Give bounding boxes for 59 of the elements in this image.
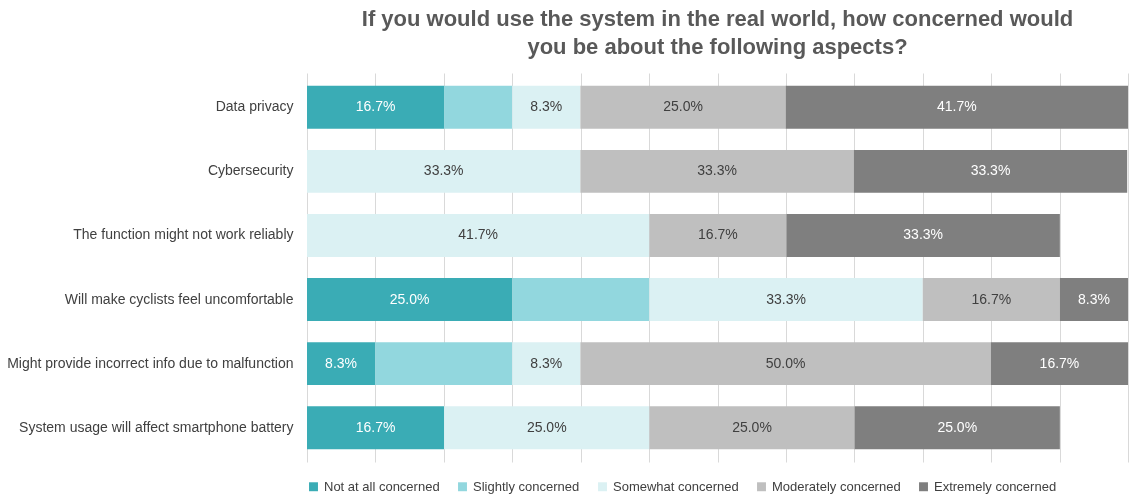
- bar: [786, 213, 1060, 257]
- bar: [512, 278, 650, 322]
- bar: [307, 342, 376, 386]
- data-label: 16.7%: [698, 226, 738, 243]
- bar: [1059, 278, 1128, 322]
- y-tick-label: Cybersecurity: [207, 162, 294, 179]
- bar: [512, 85, 581, 129]
- chart-title: If you would use the system in the real world, how concerned would you be about the following aspects?: [361, 6, 1074, 59]
- legend-label: Not at all concerned: [324, 478, 440, 494]
- legend-label: Moderately concerned: [772, 478, 901, 494]
- bar: [649, 278, 923, 322]
- data-label: 33.3%: [766, 290, 806, 307]
- data-label: 25.0%: [732, 418, 772, 435]
- bar: [307, 85, 445, 129]
- data-label: 8.3%: [530, 354, 563, 371]
- bar: [853, 149, 1128, 193]
- legend-label: Extremely concerned: [934, 478, 1057, 494]
- y-tick-label: Data privacy: [215, 98, 294, 115]
- bar: [307, 406, 445, 450]
- bar: [444, 406, 650, 450]
- data-label: 33.3%: [903, 226, 944, 243]
- y-tick-label: Will make cyclists feel uncomfortable: [64, 290, 294, 307]
- data-label: 33.3%: [697, 162, 737, 179]
- y-tick-label: System usage will affect smartphone battery: [19, 418, 294, 435]
- legend-label: Somewhat concerned: [613, 478, 739, 494]
- legend-label: Slightly concerned: [473, 478, 580, 494]
- data-label: 16.7%: [971, 290, 1012, 307]
- bar: [307, 213, 650, 257]
- bar: [785, 85, 1128, 129]
- bar: [307, 278, 513, 322]
- data-label: 8.3%: [530, 98, 563, 115]
- bar: [649, 406, 855, 450]
- data-label: 41.7%: [936, 98, 977, 115]
- data-label: 8.3%: [1077, 290, 1110, 307]
- data-label: 16.7%: [355, 98, 396, 115]
- data-label: 25.0%: [663, 98, 703, 115]
- data-label: 33.3%: [970, 162, 1011, 179]
- data-label: 16.7%: [355, 418, 396, 435]
- data-label: 50.0%: [765, 354, 806, 371]
- data-label: 41.7%: [458, 226, 499, 243]
- bar: [990, 342, 1128, 386]
- bar: [375, 342, 513, 386]
- data-label: 25.0%: [526, 418, 567, 435]
- y-tick-label: The function might not work reliably: [73, 226, 294, 243]
- data-label: 8.3%: [325, 354, 358, 371]
- bar: [580, 85, 786, 129]
- data-label: 33.3%: [423, 162, 464, 179]
- bar: [649, 213, 787, 257]
- bar: [922, 278, 1060, 322]
- data-label: 25.0%: [389, 290, 430, 307]
- bar: [854, 406, 1060, 450]
- bar: [307, 149, 581, 193]
- bar: [580, 149, 854, 193]
- data-label: 16.7%: [1039, 354, 1080, 371]
- bar: [580, 342, 991, 386]
- bar: [512, 342, 581, 386]
- data-label: 25.0%: [937, 418, 978, 435]
- bar: [444, 85, 513, 129]
- y-tick-label: Might provide incorrect info due to malfunction: [7, 354, 294, 371]
